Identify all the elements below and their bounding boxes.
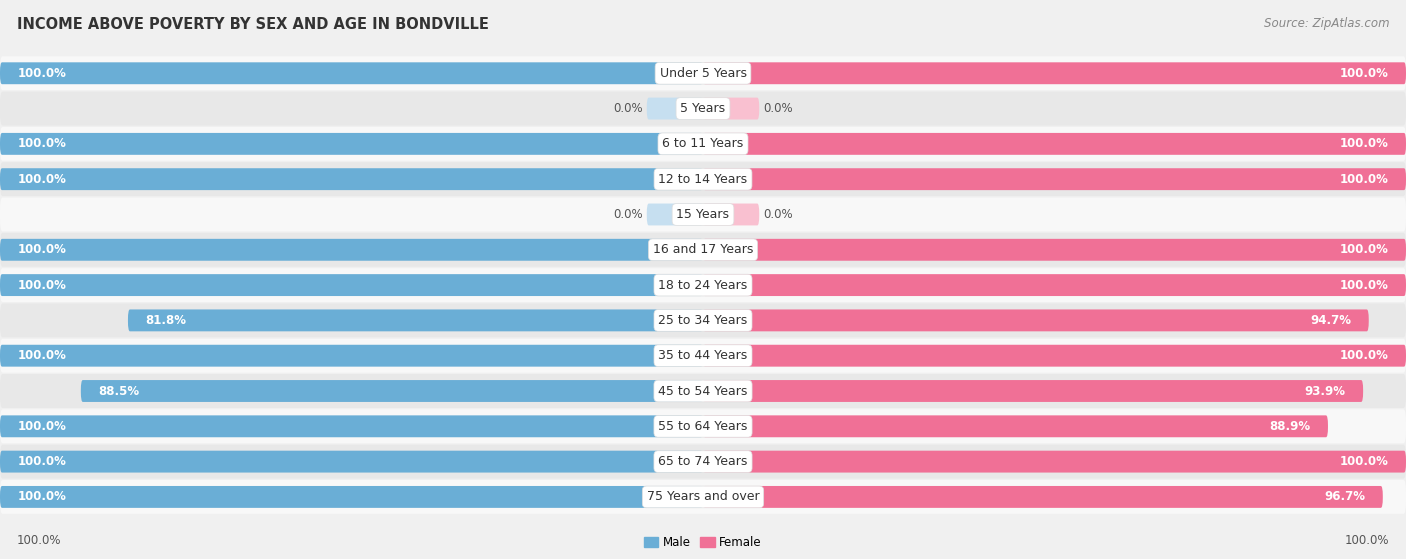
Text: 100.0%: 100.0% [17, 278, 66, 292]
Text: 100.0%: 100.0% [17, 173, 66, 186]
Legend: Male, Female: Male, Female [640, 532, 766, 554]
FancyBboxPatch shape [703, 168, 1406, 190]
FancyBboxPatch shape [0, 127, 1406, 161]
Text: 45 to 54 Years: 45 to 54 Years [658, 385, 748, 397]
FancyBboxPatch shape [703, 274, 1406, 296]
Text: 0.0%: 0.0% [613, 102, 644, 115]
FancyBboxPatch shape [0, 133, 703, 155]
FancyBboxPatch shape [0, 56, 1406, 90]
FancyBboxPatch shape [0, 92, 1406, 126]
Text: 100.0%: 100.0% [1340, 455, 1389, 468]
Text: 100.0%: 100.0% [1340, 278, 1389, 292]
Text: 100.0%: 100.0% [1344, 534, 1389, 547]
Text: 100.0%: 100.0% [1340, 243, 1389, 256]
FancyBboxPatch shape [703, 133, 1406, 155]
FancyBboxPatch shape [0, 486, 703, 508]
Text: 0.0%: 0.0% [762, 102, 793, 115]
Text: 100.0%: 100.0% [17, 243, 66, 256]
FancyBboxPatch shape [0, 197, 1406, 231]
Text: 100.0%: 100.0% [17, 138, 66, 150]
Text: 96.7%: 96.7% [1324, 490, 1365, 504]
Text: 25 to 34 Years: 25 to 34 Years [658, 314, 748, 327]
FancyBboxPatch shape [703, 62, 1406, 84]
FancyBboxPatch shape [0, 162, 1406, 196]
Text: 35 to 44 Years: 35 to 44 Years [658, 349, 748, 362]
FancyBboxPatch shape [0, 304, 1406, 337]
FancyBboxPatch shape [703, 415, 1329, 437]
Text: 55 to 64 Years: 55 to 64 Years [658, 420, 748, 433]
Text: 88.5%: 88.5% [98, 385, 139, 397]
Text: 18 to 24 Years: 18 to 24 Years [658, 278, 748, 292]
Text: 6 to 11 Years: 6 to 11 Years [662, 138, 744, 150]
Text: 12 to 14 Years: 12 to 14 Years [658, 173, 748, 186]
Text: Source: ZipAtlas.com: Source: ZipAtlas.com [1264, 17, 1389, 30]
FancyBboxPatch shape [0, 374, 1406, 408]
FancyBboxPatch shape [0, 415, 703, 437]
Text: 0.0%: 0.0% [613, 208, 644, 221]
FancyBboxPatch shape [647, 98, 703, 120]
Text: Under 5 Years: Under 5 Years [659, 67, 747, 80]
FancyBboxPatch shape [0, 451, 703, 472]
FancyBboxPatch shape [0, 409, 1406, 443]
Text: 65 to 74 Years: 65 to 74 Years [658, 455, 748, 468]
Text: 0.0%: 0.0% [762, 208, 793, 221]
FancyBboxPatch shape [703, 98, 759, 120]
Text: 93.9%: 93.9% [1305, 385, 1346, 397]
FancyBboxPatch shape [703, 345, 1406, 367]
FancyBboxPatch shape [0, 444, 1406, 479]
FancyBboxPatch shape [0, 268, 1406, 302]
Text: 100.0%: 100.0% [1340, 349, 1389, 362]
Text: 100.0%: 100.0% [17, 420, 66, 433]
Text: 16 and 17 Years: 16 and 17 Years [652, 243, 754, 256]
Text: 88.9%: 88.9% [1270, 420, 1310, 433]
Text: 100.0%: 100.0% [17, 534, 62, 547]
FancyBboxPatch shape [0, 239, 703, 260]
FancyBboxPatch shape [0, 168, 703, 190]
Text: 100.0%: 100.0% [17, 490, 66, 504]
Text: 100.0%: 100.0% [1340, 67, 1389, 80]
FancyBboxPatch shape [0, 345, 703, 367]
Text: 75 Years and over: 75 Years and over [647, 490, 759, 504]
Text: 100.0%: 100.0% [1340, 138, 1389, 150]
FancyBboxPatch shape [703, 203, 759, 225]
FancyBboxPatch shape [703, 486, 1384, 508]
FancyBboxPatch shape [0, 274, 703, 296]
Text: 5 Years: 5 Years [681, 102, 725, 115]
FancyBboxPatch shape [0, 339, 1406, 373]
FancyBboxPatch shape [647, 203, 703, 225]
Text: 100.0%: 100.0% [17, 349, 66, 362]
Text: 15 Years: 15 Years [676, 208, 730, 221]
Text: 100.0%: 100.0% [17, 455, 66, 468]
Text: 94.7%: 94.7% [1310, 314, 1351, 327]
FancyBboxPatch shape [0, 62, 703, 84]
Text: 100.0%: 100.0% [1340, 173, 1389, 186]
FancyBboxPatch shape [0, 233, 1406, 267]
FancyBboxPatch shape [703, 239, 1406, 260]
FancyBboxPatch shape [703, 451, 1406, 472]
Text: 81.8%: 81.8% [145, 314, 187, 327]
FancyBboxPatch shape [0, 480, 1406, 514]
FancyBboxPatch shape [82, 380, 703, 402]
FancyBboxPatch shape [703, 380, 1364, 402]
Text: INCOME ABOVE POVERTY BY SEX AND AGE IN BONDVILLE: INCOME ABOVE POVERTY BY SEX AND AGE IN B… [17, 17, 489, 32]
FancyBboxPatch shape [703, 310, 1369, 331]
Text: 100.0%: 100.0% [17, 67, 66, 80]
FancyBboxPatch shape [128, 310, 703, 331]
